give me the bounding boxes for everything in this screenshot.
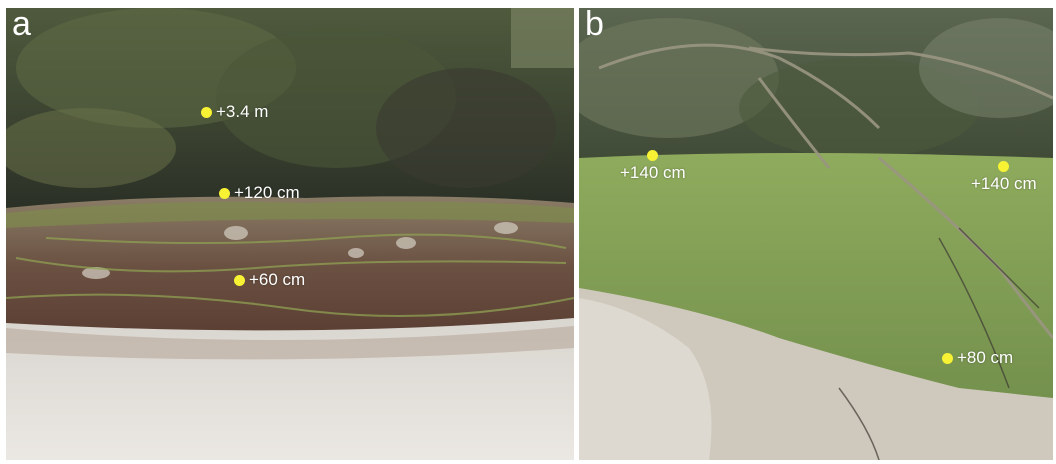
elevation-marker: +3.4 m [201, 102, 268, 122]
marker-dot [201, 106, 212, 118]
marker-dot [647, 150, 659, 161]
marker-dot [998, 161, 1010, 172]
elevation-label: +140 cm [971, 174, 1037, 193]
elevation-marker: +60 cm [234, 270, 305, 290]
marker-dot [219, 187, 230, 199]
photo-panel-a: a +3.4 m +120 cm +60 cm [6, 8, 574, 460]
elevation-label: +3.4 m [216, 102, 269, 121]
panel-letter: a [12, 8, 31, 43]
marker-dot [942, 352, 953, 364]
elevation-label: +120 cm [234, 183, 300, 202]
elevation-marker: +140 cm [620, 150, 686, 183]
elevation-label: +140 cm [620, 163, 686, 182]
elevation-label: +80 cm [957, 348, 1014, 367]
beach-dune-scene-b [579, 8, 1053, 460]
elevation-marker: +140 cm [971, 161, 1037, 194]
photo-panel-b: b +140 cm +140 cm +80 cm [579, 8, 1053, 460]
beach-dune-scene-a [6, 8, 574, 460]
panel-letter: b [585, 8, 604, 43]
marker-dot [234, 274, 245, 286]
elevation-marker: +80 cm [942, 348, 1013, 368]
elevation-marker: +120 cm [219, 183, 300, 203]
elevation-label: +60 cm [249, 270, 306, 289]
